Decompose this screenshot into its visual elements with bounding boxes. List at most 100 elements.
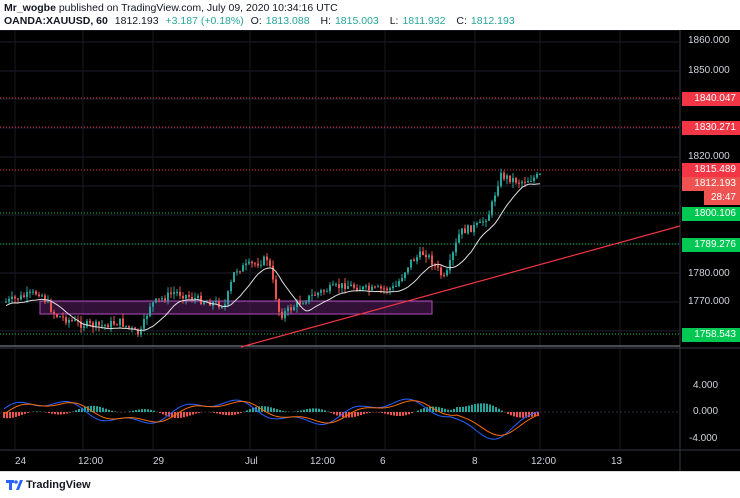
candle-body xyxy=(290,307,292,311)
candle-body xyxy=(11,296,13,299)
candle-body xyxy=(332,284,334,286)
time-tick: 12:00 xyxy=(78,456,104,467)
candle-body xyxy=(182,295,184,299)
tradingview-logo-icon[interactable] xyxy=(6,478,24,492)
candle-body xyxy=(107,324,109,328)
signal-line xyxy=(3,400,539,436)
candle-body xyxy=(179,291,181,296)
candle-body xyxy=(461,228,463,235)
candle-body xyxy=(467,225,469,234)
candle-body xyxy=(140,328,142,335)
candle-body xyxy=(287,307,289,312)
candle-body xyxy=(533,177,535,181)
candle-body xyxy=(125,325,127,327)
resistance-price-tag: 1830.271 xyxy=(682,121,740,135)
candle-body xyxy=(278,298,280,312)
candle-body xyxy=(356,287,358,291)
candle-body xyxy=(443,275,445,277)
candle-body xyxy=(65,317,67,323)
candle-body xyxy=(404,272,406,279)
footer-bar: TradingView xyxy=(0,471,740,498)
candle-body xyxy=(110,321,112,328)
candle-body xyxy=(410,259,412,268)
candle-body xyxy=(98,321,100,326)
symbol-name[interactable]: OANDA:XAUUSD, 60 xyxy=(4,15,108,27)
chart-header: Mr_wogbe published on TradingView.com, J… xyxy=(0,0,740,30)
time-tick: 8 xyxy=(472,456,478,467)
candle-body xyxy=(380,286,382,289)
candle-body xyxy=(437,265,439,268)
candle-body xyxy=(281,311,283,319)
candle-body xyxy=(350,284,352,287)
moving-average-line xyxy=(5,183,541,331)
price-tick: 1820.000 xyxy=(688,151,730,162)
candle-body xyxy=(293,307,295,311)
candle-body xyxy=(302,303,304,305)
candle-body xyxy=(494,195,496,202)
candle-body xyxy=(344,283,346,289)
chart-area[interactable]: 1860.000 1850.000 1820.000 1780.000 1770… xyxy=(0,30,740,471)
candle-body xyxy=(221,307,223,309)
candle-body xyxy=(413,259,415,262)
support-price-tag: 1758.543 xyxy=(682,328,740,342)
last-price: 1812.193 xyxy=(114,15,159,27)
candle-body xyxy=(26,292,28,298)
close-value: 1812.193 xyxy=(470,15,515,27)
candle-body xyxy=(47,300,49,302)
candle-body xyxy=(392,286,394,289)
candle-body xyxy=(362,286,364,290)
candle-body xyxy=(50,300,52,312)
price-change: +3.187 (+0.18%) xyxy=(165,15,244,27)
candle-body xyxy=(296,301,298,308)
candle-body xyxy=(215,301,217,303)
candle-body xyxy=(14,296,16,299)
time-tick: Jul xyxy=(245,456,258,467)
candle-body xyxy=(308,295,310,303)
tradingview-brand[interactable]: TradingView xyxy=(26,479,91,491)
candle-body xyxy=(311,294,313,296)
candle-body xyxy=(500,172,502,187)
candle-body xyxy=(323,290,325,292)
candle-body xyxy=(20,295,22,300)
candle-body xyxy=(149,306,151,316)
candle-body xyxy=(284,311,286,319)
last-price-tag: 1812.193 xyxy=(682,177,740,191)
candle-body xyxy=(509,175,511,183)
candle-body xyxy=(134,327,136,329)
candle-body xyxy=(17,298,19,300)
candle-body xyxy=(431,255,433,266)
candle-body xyxy=(29,291,31,293)
candle-body xyxy=(485,220,487,222)
low-label: L: xyxy=(389,15,399,27)
candle-body xyxy=(320,290,322,293)
candle-body xyxy=(56,314,58,317)
candle-body xyxy=(458,234,460,243)
candle-body xyxy=(74,320,76,322)
resistance-price-tag: 1815.489 xyxy=(682,163,740,177)
candle-body xyxy=(518,182,520,184)
candle-body xyxy=(104,324,106,326)
candle-body xyxy=(71,320,73,322)
candle-body xyxy=(395,285,397,287)
author-name[interactable]: Mr_wogbe xyxy=(4,2,56,14)
price-chart-canvas[interactable] xyxy=(0,30,740,471)
candle-body xyxy=(143,319,145,329)
candle-body xyxy=(224,304,226,308)
price-tick: 1780.000 xyxy=(688,268,730,279)
time-tick: 6 xyxy=(380,456,386,467)
candle-body xyxy=(62,316,64,318)
support-price-tag: 1789.276 xyxy=(682,238,740,252)
candle-body xyxy=(89,320,91,323)
candle-body xyxy=(515,178,517,183)
candle-body xyxy=(464,228,466,234)
countdown-tag: 28:47 xyxy=(704,191,740,205)
candle-body xyxy=(137,328,139,335)
high-label: H: xyxy=(320,15,331,27)
candle-body xyxy=(158,298,160,300)
candle-body xyxy=(530,180,532,182)
symbol-info: OANDA:XAUUSD, 60 1812.193 +3.187 (+0.18%… xyxy=(4,15,523,27)
candle-body xyxy=(101,325,103,327)
candle-body xyxy=(257,263,259,266)
candle-body xyxy=(407,267,409,273)
candle-body xyxy=(218,301,220,308)
